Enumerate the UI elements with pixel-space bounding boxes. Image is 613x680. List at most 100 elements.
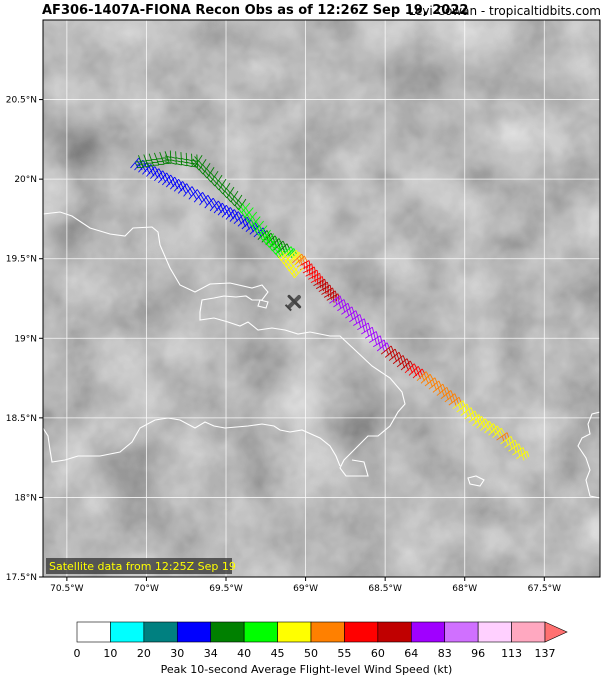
wind-barb xyxy=(353,318,367,328)
wind-barb xyxy=(369,335,383,345)
wind-barb xyxy=(349,313,363,324)
wind-barb xyxy=(361,326,375,337)
lon-tick-label: 70°W xyxy=(134,584,159,594)
lat-tick-label: 20.5°N xyxy=(6,96,37,106)
wind-barb xyxy=(500,435,514,446)
lat-tick-label: 19°N xyxy=(14,334,37,344)
wind-speed-colorbar: 0 10 20 30 34 40 45 50 55 60 64 83 96 113 137 xyxy=(74,621,568,660)
colorbar-tick-label: 20 xyxy=(137,647,151,660)
colorbar-tick-label: 34 xyxy=(204,647,218,660)
wind-barb xyxy=(302,266,316,276)
colorbar-segment xyxy=(477,621,512,643)
colorbar-tick-label: 96 xyxy=(471,647,485,660)
wind-barb xyxy=(308,272,322,283)
colorbar-tick-label: 55 xyxy=(337,647,351,660)
colorbar-segment xyxy=(511,621,546,643)
colorbar-segment xyxy=(277,621,312,643)
colorbar-segment xyxy=(310,621,345,643)
plot-frame xyxy=(42,19,601,578)
lon-tick-label: 68.5°W xyxy=(368,584,402,594)
colorbar-tick-label: 30 xyxy=(170,647,184,660)
map-title: AF306-1407A-FIONA Recon Obs as of 12:26Z… xyxy=(42,3,469,18)
colorbar-label: Peak 10-second Average Flight-level Wind… xyxy=(160,663,453,676)
lat-tick-label: 18.5°N xyxy=(6,414,37,424)
wind-barb xyxy=(305,269,319,279)
wind-barb xyxy=(492,427,505,439)
wind-barb xyxy=(345,310,359,320)
lat-tick-label: 19.5°N xyxy=(6,255,37,265)
colorbar-extend-arrow xyxy=(544,621,568,643)
wind-barb xyxy=(365,331,379,341)
wind-barb xyxy=(341,306,355,317)
wind-barb xyxy=(310,276,324,286)
colorbar-tick-label: 10 xyxy=(103,647,117,660)
wind-barb xyxy=(193,192,207,203)
wind-barb xyxy=(476,418,489,429)
lon-tick-labels: 70.5°W 70°W 69.5°W 69°W 68.5°W 68°W 67.5°W xyxy=(50,577,561,594)
wind-barb xyxy=(516,450,530,461)
satellite-note-text: Satellite data from 12:25Z Sep 19 xyxy=(49,560,236,573)
wind-barb xyxy=(234,198,247,211)
colorbar-segment xyxy=(210,621,245,643)
colorbar-segment xyxy=(444,621,479,643)
colorbar-tick-label: 60 xyxy=(371,647,385,660)
lat-lon-grid xyxy=(43,20,600,577)
wind-barb xyxy=(183,186,196,197)
lon-tick-label: 69°W xyxy=(293,584,318,594)
wind-barb xyxy=(188,189,201,200)
wind-barb xyxy=(512,447,526,457)
colorbar-segment xyxy=(410,621,446,643)
wind-barb xyxy=(315,281,330,292)
wind-barb xyxy=(177,183,191,194)
lon-tick-label: 68°W xyxy=(452,584,477,594)
satellite-imagery xyxy=(43,20,600,577)
lon-tick-label: 70.5°W xyxy=(50,584,84,594)
wind-barb xyxy=(496,432,510,442)
colorbar-tick-label: 45 xyxy=(271,647,285,660)
colorbar-segment xyxy=(143,621,178,643)
wind-barb xyxy=(255,225,268,236)
coastline xyxy=(43,211,600,499)
wind-barb xyxy=(161,151,170,165)
lon-tick-label: 69.5°W xyxy=(209,584,243,594)
wind-barb xyxy=(313,278,327,289)
lat-tick-label: 20°N xyxy=(14,175,37,185)
colorbar-segment xyxy=(110,621,145,643)
wind-barb xyxy=(323,290,338,300)
colorbar-tick-label: 0 xyxy=(74,647,81,660)
wind-barb xyxy=(262,233,275,245)
wind-barb xyxy=(333,299,347,309)
wind-barb xyxy=(318,284,332,295)
wind-barb xyxy=(357,322,371,333)
aircraft-icon xyxy=(284,294,302,312)
colorbar-segment xyxy=(243,621,278,643)
colorbar-tick-label: 137 xyxy=(535,647,556,660)
colorbar-segment xyxy=(377,621,412,643)
colorbar-tick-label: 64 xyxy=(404,647,418,660)
wind-barb xyxy=(290,267,304,279)
wind-barb xyxy=(504,439,518,450)
colorbar-tick-label: 83 xyxy=(438,647,452,660)
wind-barb xyxy=(444,393,458,404)
wind-barb xyxy=(337,302,351,313)
colorbar-tick-label: 40 xyxy=(237,647,251,660)
lat-tick-label: 18°N xyxy=(14,493,37,503)
wind-barb xyxy=(204,197,217,209)
colorbar-segment xyxy=(344,621,379,643)
wind-barb xyxy=(156,151,165,165)
lat-tick-label: 17.5°N xyxy=(6,573,37,583)
map-credit: Levi Cowan - tropicaltidbits.com xyxy=(408,4,601,18)
wind-barb xyxy=(329,295,343,306)
wind-barb xyxy=(508,443,522,454)
wind-barb xyxy=(321,287,335,297)
colorbar-tick-label: 50 xyxy=(304,647,318,660)
colorbar-tick-label: 113 xyxy=(501,647,522,660)
lat-tick-labels: 20.5°N 20°N 19.5°N 19°N 18.5°N 18°N 17.5°N xyxy=(6,96,43,583)
wind-barb xyxy=(180,152,188,167)
lon-tick-label: 67.5°W xyxy=(528,584,562,594)
colorbar-segment xyxy=(76,621,111,643)
colorbar-segment xyxy=(176,621,212,643)
wind-barb xyxy=(199,194,212,206)
satellite-note: Satellite data from 12:25Z Sep 19 xyxy=(46,558,236,574)
